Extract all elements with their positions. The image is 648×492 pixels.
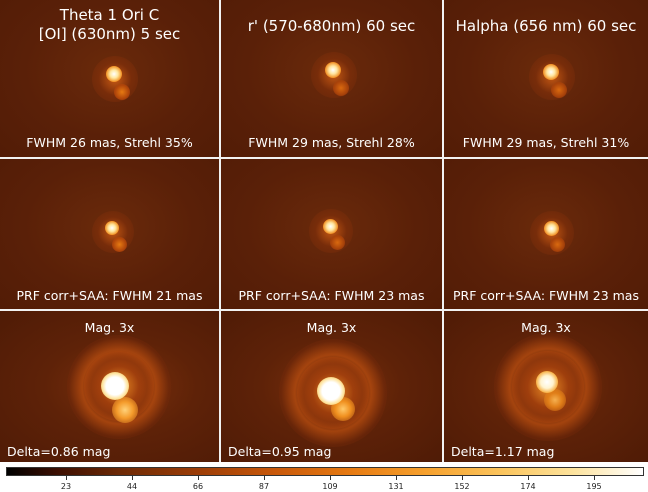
colorbar-tick [132,476,133,480]
star-companion [112,237,127,252]
panel-r2c3: PRF corr+SAA: FWHM 23 mas [444,159,648,309]
panel-r2c2: PRF corr+SAA: FWHM 23 mas [221,159,442,309]
magnification-label: Mag. 3x [306,320,357,335]
star-companion [550,237,565,252]
star-core [543,64,559,80]
panel-r3c2: Mag. 3x Delta=0.95 mag [221,311,442,462]
panel-caption: FWHM 26 mas, Strehl 35% [26,135,193,150]
delta-mag-label: Delta=1.17 mag [451,444,555,459]
colorbar-tick-label: 109 [322,482,338,491]
star-core [325,62,341,78]
image-grid: Theta 1 Ori C [OI] (630nm) 5 sec FWHM 26… [0,0,648,462]
panel-r3c1: Mag. 3x Delta=0.86 mag [0,311,219,462]
colorbar-tick [66,476,67,480]
delta-mag-label: Delta=0.95 mag [228,444,332,459]
panel-r1c1: Theta 1 Ori C [OI] (630nm) 5 sec FWHM 26… [0,0,219,157]
colorbar-tick-label: 23 [60,482,72,491]
colorbar-tick [528,476,529,480]
star-core [544,221,559,236]
colorbar-tick-label: 44 [126,482,138,491]
panel-title: Halpha (656 nm) 60 sec [455,17,637,35]
colorbar-tick-label: 195 [586,482,602,491]
colorbar-tick-label: 66 [192,482,204,491]
panel-caption: PRF corr+SAA: FWHM 23 mas [238,288,425,303]
colorbar-tick [594,476,595,480]
star-core [106,66,122,82]
star-core [317,377,345,405]
colorbar-gradient [6,467,644,476]
panel-r2c1: PRF corr+SAA: FWHM 21 mas [0,159,219,309]
colorbar-tick [396,476,397,480]
panel-title: r' (570-680nm) 60 sec [247,17,416,35]
panel-r1c3: Halpha (656 nm) 60 sec FWHM 29 mas, Stre… [444,0,648,157]
panel-title: Theta 1 Ori C [OI] (630nm) 5 sec [38,6,181,43]
colorbar-tick [462,476,463,480]
panel-caption: FWHM 29 mas, Strehl 31% [462,135,630,150]
star-companion [330,235,345,250]
panel-caption: FWHM 29 mas, Strehl 28% [248,135,415,150]
star-core [323,219,338,234]
star-companion [112,397,138,423]
delta-mag-label: Delta=0.86 mag [7,444,111,459]
colorbar: 23 44 66 87 109 131 152 174 195 [6,467,644,492]
colorbar-tick [330,476,331,480]
star-core [101,372,129,400]
star-companion [333,80,349,96]
colorbar-tick-label: 131 [388,482,404,491]
star-companion [114,84,130,100]
colorbar-tick [264,476,265,480]
star-companion [551,82,567,98]
magnification-label: Mag. 3x [84,320,135,335]
colorbar-tick-label: 87 [258,482,270,491]
panel-r3c3: Mag. 3x Delta=1.17 mag [444,311,648,462]
magnification-label: Mag. 3x [521,320,571,335]
panel-caption: PRF corr+SAA: FWHM 21 mas [16,288,203,303]
panel-caption: PRF corr+SAA: FWHM 23 mas [453,288,639,303]
panel-r1c2: r' (570-680nm) 60 sec FWHM 29 mas, Streh… [221,0,442,157]
star-core [536,371,558,393]
colorbar-tick [198,476,199,480]
star-companion [544,389,566,411]
colorbar-tick-label: 174 [520,482,536,491]
colorbar-tick-label: 152 [454,482,470,491]
star-core [105,221,119,235]
